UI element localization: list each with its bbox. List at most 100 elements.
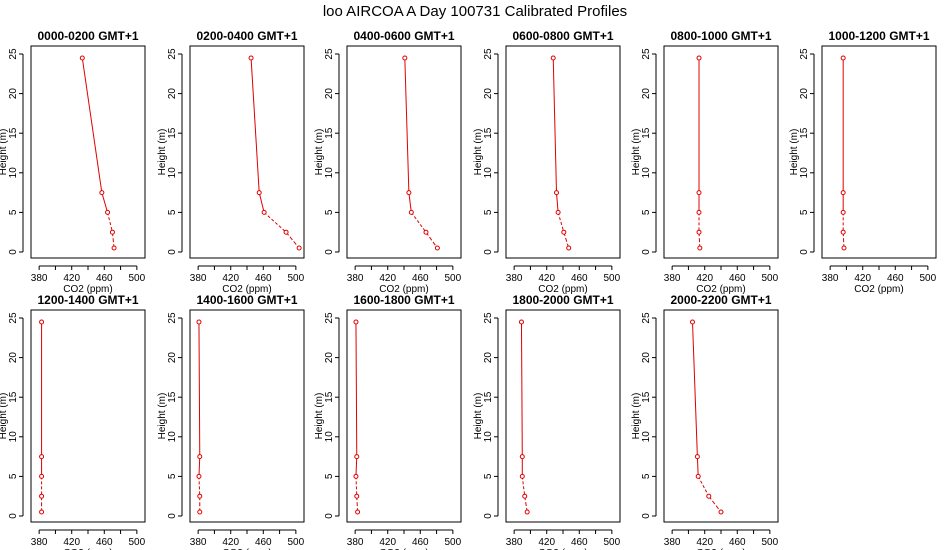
y-tick-label: 20 bbox=[8, 352, 19, 364]
x-tick-label: 500 bbox=[762, 537, 779, 548]
panel-title: 0000-0200 GMT+1 bbox=[37, 29, 138, 43]
data-point bbox=[841, 245, 847, 251]
y-tick-label: 25 bbox=[483, 312, 494, 324]
y-tick-label: 10 bbox=[167, 431, 178, 443]
plot-frame bbox=[30, 45, 146, 259]
y-tick-label: 10 bbox=[641, 167, 652, 179]
y-tick-label: 5 bbox=[324, 209, 335, 215]
plot-frame bbox=[663, 45, 779, 259]
y-tick-label: 10 bbox=[324, 167, 335, 179]
data-point bbox=[696, 229, 702, 235]
x-tick-label: 460 bbox=[412, 273, 429, 284]
panel-title: 1200-1400 GMT+1 bbox=[37, 293, 138, 307]
y-tick-label: 0 bbox=[324, 249, 335, 255]
profile-segment bbox=[356, 496, 359, 513]
profile-segment bbox=[355, 456, 358, 477]
data-point bbox=[196, 473, 202, 479]
y-axis-label: Height (m) bbox=[473, 129, 484, 176]
y-tick-label: 5 bbox=[483, 209, 494, 215]
y-tick-label: 0 bbox=[167, 513, 178, 519]
data-point bbox=[256, 190, 262, 196]
x-tick-label: 380 bbox=[506, 537, 523, 548]
profile-segment bbox=[708, 495, 722, 513]
data-point bbox=[840, 190, 846, 196]
y-tick-label: 15 bbox=[799, 127, 810, 139]
y-tick-label: 0 bbox=[8, 249, 19, 255]
y-tick-label: 10 bbox=[799, 167, 810, 179]
x-axis-label: CO2 (ppm) bbox=[379, 548, 428, 550]
profile-segment bbox=[81, 57, 103, 193]
panel-11: 2000-2200 GMT+1 380 420 460 500 CO2 (ppm) 0 5 10… bbox=[631, 293, 779, 550]
profile-segment bbox=[250, 57, 260, 193]
panel-6: 1000-1200 GMT+1 380 420 460 500 CO2 (ppm) 0 5 10… bbox=[789, 29, 937, 295]
x-tick-label: 500 bbox=[445, 537, 462, 548]
x-tick-label: 380 bbox=[506, 273, 523, 284]
data-point bbox=[354, 454, 360, 460]
y-tick-label: 10 bbox=[483, 431, 494, 443]
y-tick-label: 25 bbox=[641, 312, 652, 324]
y-tick-label: 20 bbox=[324, 88, 335, 100]
x-tick-label: 460 bbox=[96, 273, 113, 284]
x-axis-label: CO2 (ppm) bbox=[696, 548, 745, 550]
x-tick-label: 380 bbox=[190, 537, 207, 548]
y-tick-label: 20 bbox=[324, 352, 335, 364]
data-point bbox=[524, 509, 530, 515]
y-tick-label: 5 bbox=[167, 473, 178, 479]
y-axis-label: Height (m) bbox=[473, 393, 484, 440]
x-tick-label: 420 bbox=[696, 273, 713, 284]
y-tick-label: 0 bbox=[799, 249, 810, 255]
data-point bbox=[840, 55, 846, 61]
panel-title: 1000-1200 GMT+1 bbox=[828, 29, 929, 43]
x-tick-label: 380 bbox=[347, 273, 364, 284]
y-tick-label: 25 bbox=[8, 312, 19, 324]
y-tick-label: 25 bbox=[324, 312, 335, 324]
data-point bbox=[695, 473, 701, 479]
profile-segment bbox=[198, 321, 201, 457]
x-tick-label: 460 bbox=[729, 273, 746, 284]
y-axis-label: Height (m) bbox=[631, 129, 642, 176]
profile-segment bbox=[107, 212, 113, 233]
panel-7: 1200-1400 GMT+1 380 420 460 500 CO2 (ppm) 0 5 10… bbox=[0, 293, 146, 550]
plot-frame bbox=[189, 45, 305, 259]
y-tick-label: 10 bbox=[324, 431, 335, 443]
panel-1: 0000-0200 GMT+1 380 420 460 500 CO2 (ppm) 0 5 10… bbox=[0, 29, 146, 295]
x-tick-label: 460 bbox=[887, 273, 904, 284]
data-point bbox=[353, 319, 359, 325]
panel-2: 0200-0400 GMT+1 380 420 460 500 CO2 (ppm) 0 5 10… bbox=[157, 29, 305, 295]
profile-segment bbox=[698, 232, 701, 249]
x-tick-label: 420 bbox=[538, 537, 555, 548]
y-tick-label: 20 bbox=[483, 88, 494, 100]
y-tick-label: 0 bbox=[8, 513, 19, 519]
x-tick-label: 420 bbox=[379, 537, 396, 548]
panel-3: 0400-0600 GMT+1 380 420 460 500 CO2 (ppm) 0 5 10… bbox=[314, 29, 462, 295]
data-point bbox=[39, 473, 45, 479]
y-tick-label: 10 bbox=[8, 167, 19, 179]
plot-frame bbox=[346, 45, 462, 259]
profile-segment bbox=[285, 231, 300, 249]
y-axis-label: Height (m) bbox=[157, 129, 168, 176]
panel-8: 1400-1600 GMT+1 380 420 460 500 CO2 (ppm) 0 5 10… bbox=[157, 293, 305, 550]
x-tick-label: 460 bbox=[255, 273, 272, 284]
panel-title: 2000-2200 GMT+1 bbox=[670, 293, 771, 307]
x-tick-label: 380 bbox=[190, 273, 207, 284]
x-tick-label: 460 bbox=[571, 537, 588, 548]
y-tick-label: 5 bbox=[167, 209, 178, 215]
x-axis-label: CO2 (ppm) bbox=[379, 284, 428, 295]
data-point bbox=[39, 454, 45, 460]
y-tick-label: 10 bbox=[641, 431, 652, 443]
x-axis-label: CO2 (ppm) bbox=[696, 284, 745, 295]
data-point bbox=[690, 319, 695, 325]
y-tick-label: 25 bbox=[8, 48, 19, 60]
panel-9: 1600-1800 GMT+1 380 420 460 500 CO2 (ppm) 0 5 10… bbox=[314, 293, 462, 550]
data-point bbox=[519, 454, 525, 460]
y-tick-label: 25 bbox=[641, 48, 652, 60]
data-point bbox=[550, 55, 556, 61]
data-point bbox=[696, 190, 702, 196]
x-tick-label: 380 bbox=[347, 537, 364, 548]
x-tick-label: 380 bbox=[31, 273, 48, 284]
profile-segment bbox=[258, 192, 265, 213]
x-axis-label: CO2 (ppm) bbox=[538, 548, 587, 550]
data-point bbox=[402, 55, 408, 61]
plot-frame bbox=[505, 45, 621, 259]
